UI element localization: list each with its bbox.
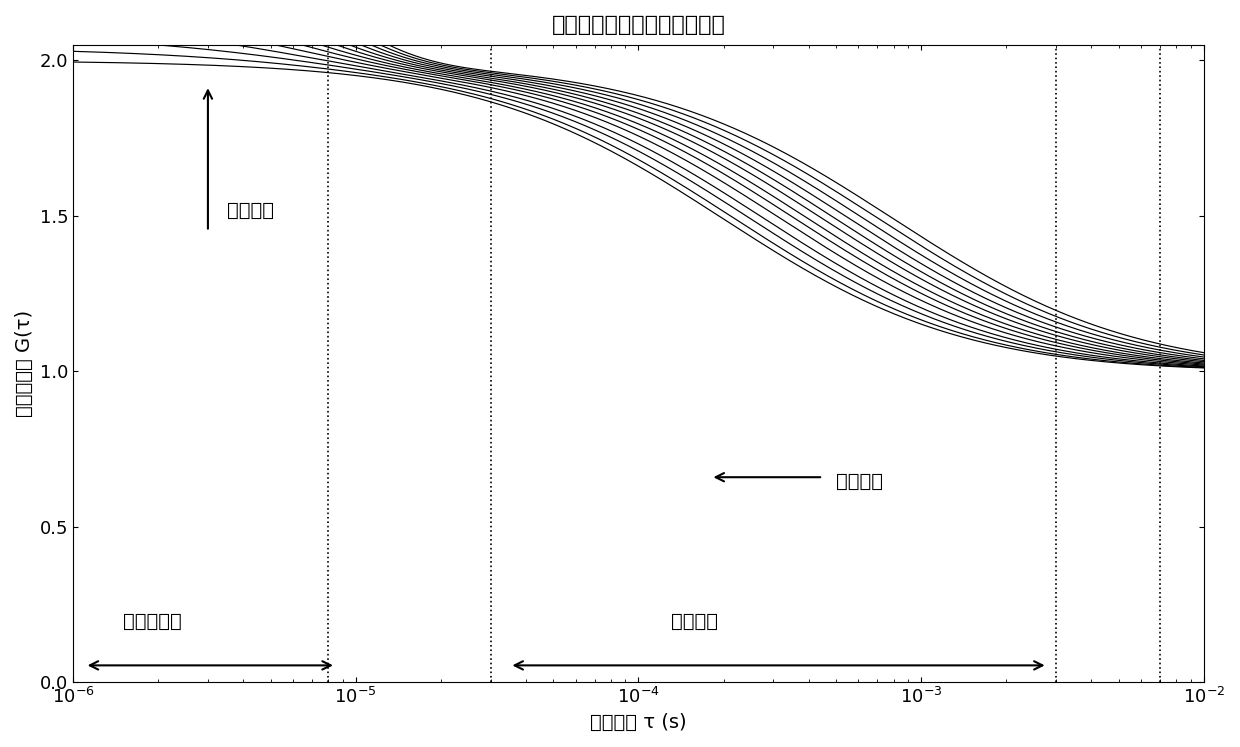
Title: 溶液中荧光分子的自相关曲线: 溶液中荧光分子的自相关曲线: [552, 15, 725, 35]
Text: 三线态部分: 三线态部分: [123, 612, 181, 630]
X-axis label: 相关时间 τ (s): 相关时间 τ (s): [590, 713, 687, 732]
Text: 激光功率: 激光功率: [227, 201, 274, 220]
Text: 激光功率: 激光功率: [836, 471, 883, 491]
Y-axis label: 自相关函数 G(τ): 自相关函数 G(τ): [15, 310, 33, 418]
Text: 扩散部分: 扩散部分: [671, 612, 718, 630]
